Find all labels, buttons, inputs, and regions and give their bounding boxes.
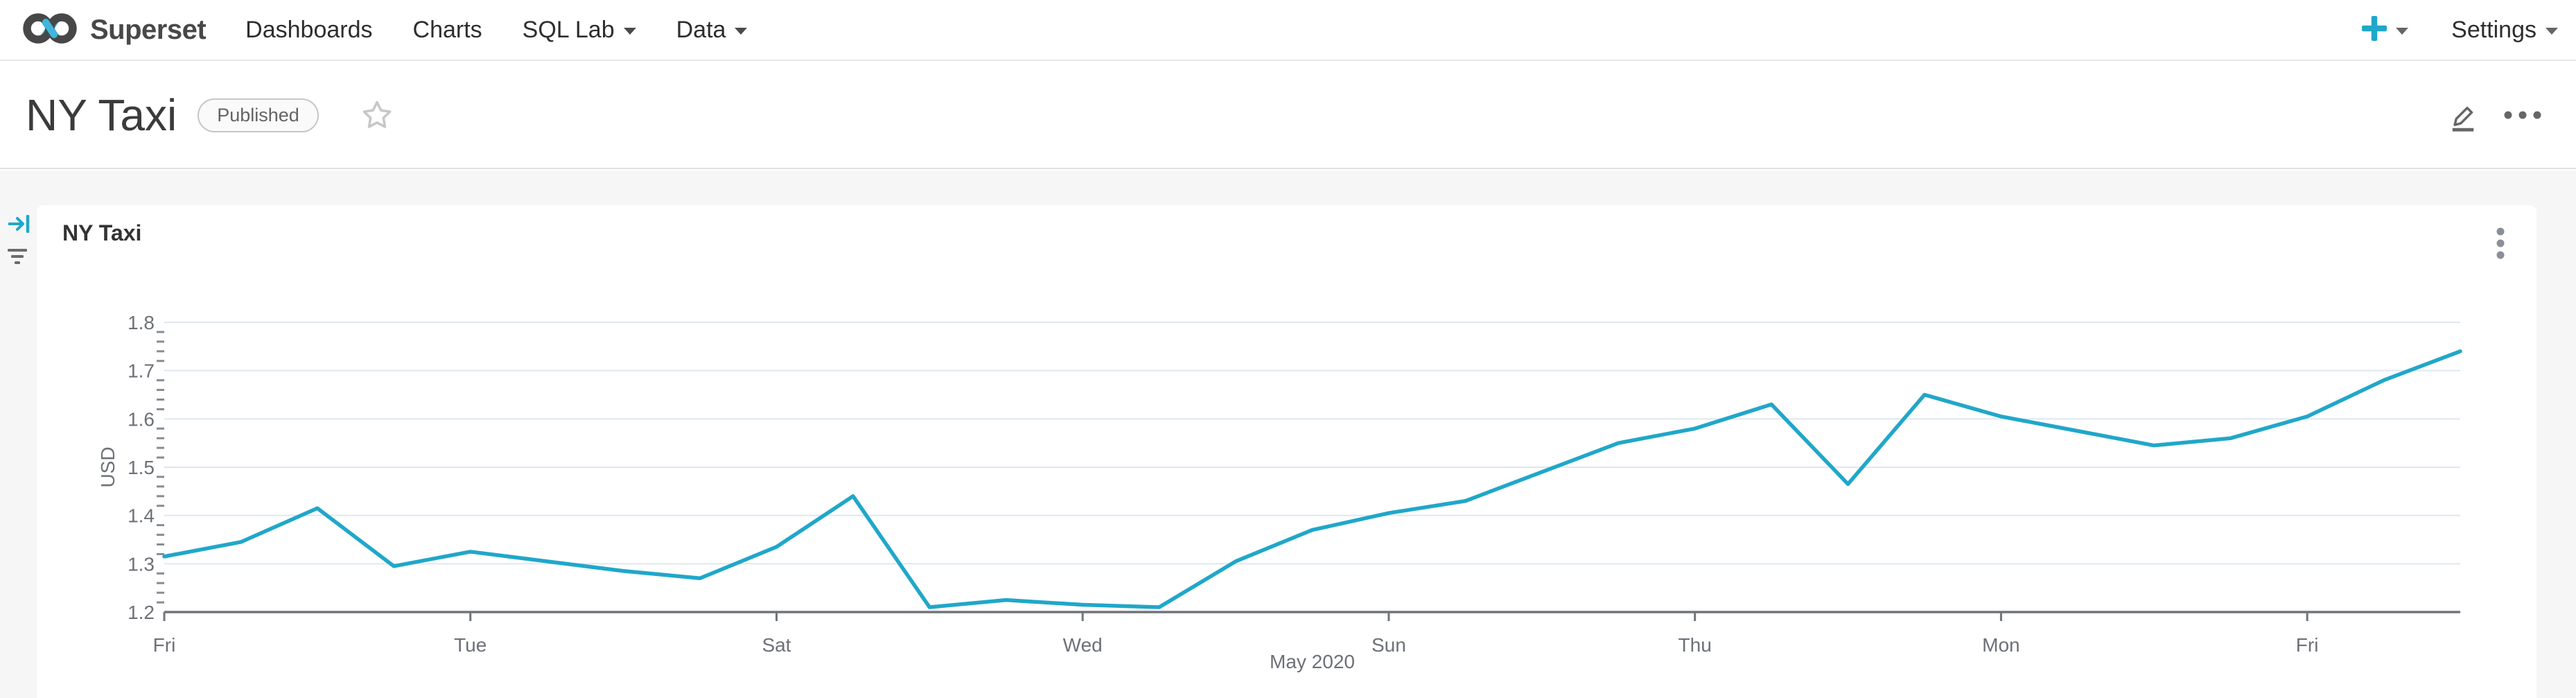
- navbar: Superset Dashboards Charts SQL Lab Data: [0, 0, 2576, 61]
- edit-icon: [2452, 106, 2474, 132]
- nav-item-dashboards[interactable]: Dashboards: [245, 16, 373, 43]
- x-tick-label: Fri: [2296, 634, 2319, 656]
- page-title: NY Taxi: [26, 90, 177, 140]
- x-tick-label: Wed: [1063, 634, 1103, 656]
- y-tick-label: 1.2: [128, 602, 155, 623]
- title-actions: [2446, 98, 2541, 132]
- edit-dashboard-button[interactable]: [2446, 98, 2480, 132]
- y-tick-label: 1.7: [128, 360, 155, 382]
- y-tick-label: 1.6: [128, 408, 155, 430]
- new-item-button[interactable]: [2362, 15, 2409, 44]
- dashboard-more-button[interactable]: [2504, 111, 2541, 119]
- nav-item-sql-lab[interactable]: SQL Lab: [502, 17, 656, 44]
- expand-filter-bar-button[interactable]: [8, 214, 30, 236]
- y-tick-label: 1.8: [128, 312, 155, 333]
- x-tick-label: Sun: [1372, 634, 1406, 656]
- x-axis-title: May 2020: [1270, 651, 1355, 672]
- nav-item-data[interactable]: Data: [656, 17, 768, 44]
- x-tick-label: Sat: [762, 634, 791, 656]
- brand-name: Superset: [90, 14, 207, 45]
- x-tick-label: Tue: [454, 634, 487, 656]
- caret-down-icon: [623, 28, 636, 35]
- y-tick-label: 1.4: [128, 505, 155, 527]
- x-tick-label: Thu: [1679, 634, 1712, 656]
- caret-down-icon: [735, 28, 748, 35]
- x-tick-label: Mon: [1982, 634, 2019, 656]
- favorite-star-button[interactable]: [360, 98, 394, 132]
- filter-icon[interactable]: [7, 248, 28, 268]
- y-tick-label: 1.5: [128, 457, 155, 478]
- settings-menu[interactable]: Settings: [2451, 17, 2558, 44]
- y-tick-label: 1.3: [128, 553, 155, 575]
- nav-right: Settings: [2362, 15, 2558, 44]
- published-badge: Published: [198, 98, 319, 132]
- dashboard-content: NY Taxi Fri Tue Sat Wed Sun Thu Mon Fri 1.2 1.3 1.…: [0, 171, 2576, 698]
- plus-icon: [2362, 15, 2387, 44]
- y-axis-title: USD: [97, 446, 119, 487]
- more-vertical-icon: [2496, 227, 2505, 259]
- caret-down-icon: [2396, 28, 2409, 35]
- nav-menu: Dashboards Charts SQL Lab Data: [225, 17, 767, 44]
- collapse-right-icon: [8, 214, 30, 234]
- nav-item-charts[interactable]: Charts: [412, 16, 482, 43]
- superset-logo-icon: [19, 10, 80, 50]
- line-chart-canvas[interactable]: Fri Tue Sat Wed Sun Thu Mon Fri 1.2 1.3 1.4 1.5 1.6 1…: [37, 205, 2536, 698]
- chart-more-button[interactable]: [2496, 227, 2505, 264]
- superset-brand[interactable]: Superset: [19, 10, 207, 50]
- series-line: [162, 349, 2462, 609]
- chart-card: NY Taxi Fri Tue Sat Wed Sun Thu Mon Fri 1.2 1.3 1.…: [37, 205, 2536, 698]
- more-horizontal-icon: [2504, 111, 2541, 119]
- caret-down-icon: [2546, 28, 2558, 35]
- dashboard-title-bar: NY Taxi Published: [0, 62, 2576, 169]
- x-tick-label: Fri: [153, 634, 176, 656]
- chart-title: NY Taxi: [62, 220, 142, 245]
- star-icon: [362, 101, 392, 128]
